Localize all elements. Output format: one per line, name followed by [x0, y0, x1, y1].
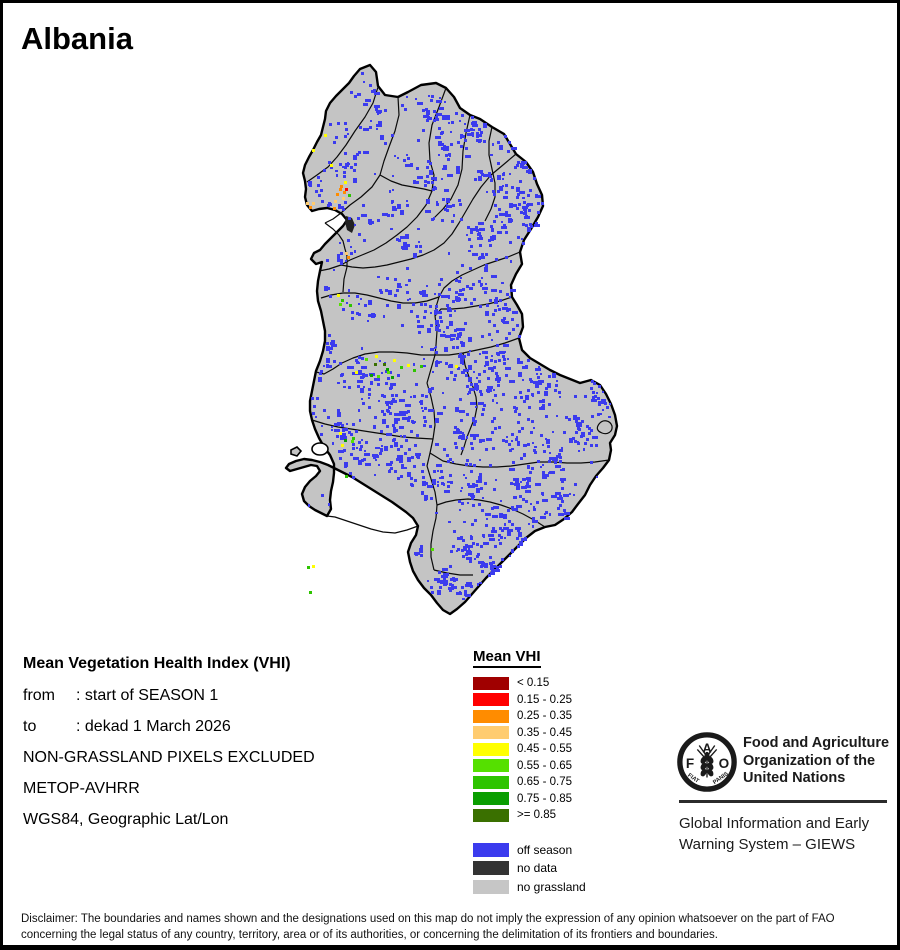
legend-class-label: < 0.15 — [517, 677, 550, 690]
legend-class-label: 0.55 - 0.65 — [517, 759, 572, 772]
map-info-line-pixels: NON-GRASSLAND PIXELS EXCLUDED — [23, 749, 315, 766]
legend-class-swatch — [473, 676, 509, 690]
legend-extra-label: off season — [517, 842, 573, 857]
disclaimer-text: Disclaimer: The boundaries and names sho… — [21, 913, 835, 941]
page-title: Albania — [21, 21, 133, 56]
map-info-heading: Mean Vegetation Health Index (VHI) — [23, 655, 291, 672]
legend-class-swatch — [473, 693, 509, 707]
legend-extra-label: no grassland — [517, 879, 586, 894]
legend-class-swatch — [473, 726, 509, 740]
map-info-line-projection: WGS84, Geographic Lat/Lon — [23, 811, 229, 828]
map-info-block: Mean Vegetation Health Index (VHI) from:… — [23, 655, 453, 842]
legend-extra-row: no data — [473, 859, 663, 878]
fao-name-text: Food and Agriculture Organization of the… — [743, 735, 890, 786]
albania-vhi-map — [284, 63, 619, 616]
legend: Mean VHI < 0.15 0.15 - 0.25 0.25 - 0.35 0.3… — [473, 648, 663, 896]
legend-extra-swatch — [473, 842, 509, 857]
legend-class-row: 0.15 - 0.25 — [473, 692, 663, 709]
legend-class-row: < 0.15 — [473, 675, 663, 692]
legend-class-swatch — [473, 742, 509, 756]
to-value: : dekad 1 March 2026 — [76, 718, 231, 735]
map-info-from-row: from : start of SEASON 1 — [23, 687, 453, 705]
map-info-to-row: to : dekad 1 March 2026 — [23, 718, 453, 736]
fao-letter-a: A — [702, 741, 711, 755]
legend-class-list: < 0.15 0.15 - 0.25 0.25 - 0.35 0.35 - 0.45 0… — [473, 675, 663, 824]
legend-extra-row: no grassland — [473, 878, 663, 897]
legend-extra-label: no data — [517, 861, 558, 876]
fao-letter-f: F — [686, 756, 694, 771]
footer-divider — [679, 800, 887, 803]
fao-logo-icon: A F O FIAT PANIS — [677, 732, 737, 792]
giews-text: Global Information and Early Warning Sys… — [679, 815, 870, 853]
legend-class-label: 0.25 - 0.35 — [517, 710, 572, 723]
legend-extra-list: off season no data no grassland — [473, 841, 663, 897]
legend-class-label: >= 0.85 — [517, 809, 557, 822]
legend-class-swatch — [473, 775, 509, 789]
from-value: : start of SEASON 1 — [76, 687, 219, 704]
legend-class-row: 0.65 - 0.75 — [473, 774, 663, 791]
legend-class-swatch — [473, 808, 509, 822]
legend-class-swatch — [473, 709, 509, 723]
legend-class-label: 0.35 - 0.45 — [517, 726, 572, 739]
legend-class-label: 0.75 - 0.85 — [517, 792, 572, 805]
legend-class-swatch — [473, 792, 509, 806]
legend-extra-swatch — [473, 879, 509, 894]
legend-title: Mean VHI — [473, 648, 541, 668]
legend-extra-row: off season — [473, 841, 663, 860]
to-label: to — [23, 718, 37, 735]
legend-class-row: >= 0.85 — [473, 807, 663, 824]
legend-class-label: 0.65 - 0.75 — [517, 776, 572, 789]
map-info-line-sensor: METOP-AVHRR — [23, 780, 140, 797]
legend-extra-swatch — [473, 861, 509, 876]
legend-class-row: 0.35 - 0.45 — [473, 725, 663, 742]
legend-class-row: 0.75 - 0.85 — [473, 791, 663, 808]
legend-class-row: 0.45 - 0.55 — [473, 741, 663, 758]
legend-class-row: 0.25 - 0.35 — [473, 708, 663, 725]
legend-class-row: 0.55 - 0.65 — [473, 758, 663, 775]
legend-class-label: 0.15 - 0.25 — [517, 693, 572, 706]
fao-letter-o: O — [719, 756, 730, 771]
legend-class-swatch — [473, 759, 509, 773]
from-label: from — [23, 687, 55, 704]
legend-class-label: 0.45 - 0.55 — [517, 743, 572, 756]
